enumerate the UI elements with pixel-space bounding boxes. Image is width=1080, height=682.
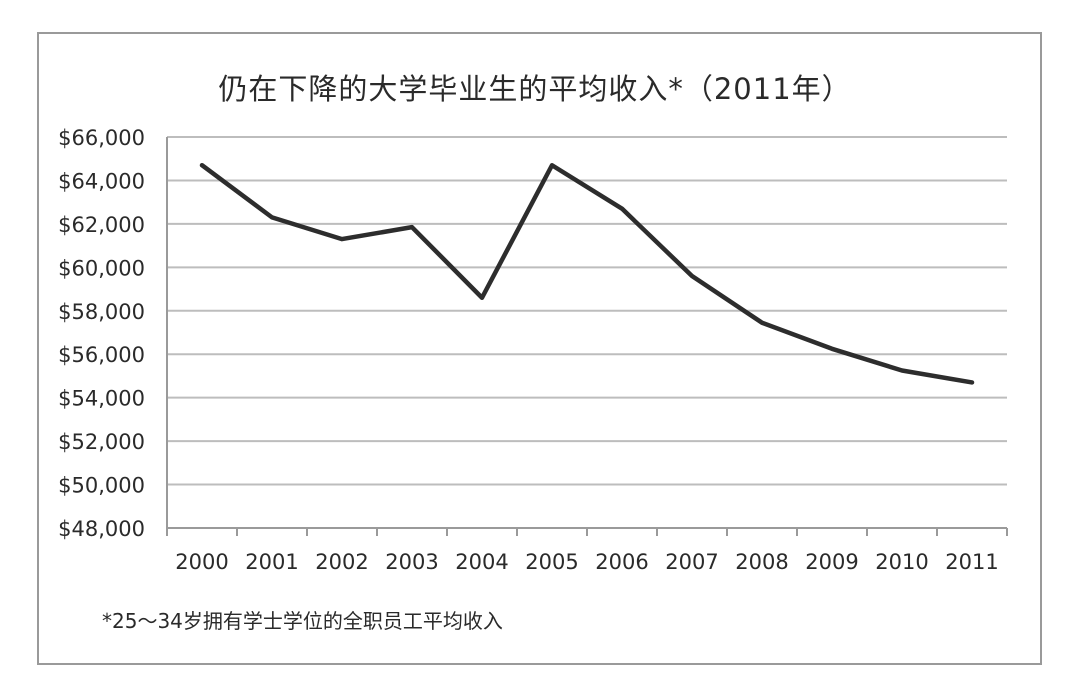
y-tick-label: $60,000 <box>58 256 145 280</box>
x-tick-label: 2009 <box>805 550 858 574</box>
x-tick-label: 2006 <box>595 550 648 574</box>
series-line <box>199 162 975 385</box>
x-tick-label: 2008 <box>735 550 788 574</box>
x-tick-label: 2005 <box>525 550 578 574</box>
y-tick-label: $64,000 <box>58 169 145 193</box>
x-tick-label: 2002 <box>315 550 368 574</box>
y-tick-label: $58,000 <box>58 300 145 324</box>
x-tick-label: 2003 <box>385 550 438 574</box>
chart-title: 仍在下降的大学毕业生的平均收入*（2011年） <box>218 72 851 106</box>
y-tick-label: $50,000 <box>58 474 145 498</box>
y-tick-label: $62,000 <box>58 213 145 237</box>
y-axis-ticks: $48,000 $50,000 $52,000 $54,000 $56,000 $58,0… <box>58 126 145 541</box>
x-tick-label: 2000 <box>175 550 228 574</box>
x-tick-label: 2004 <box>455 550 508 574</box>
x-tick-label: 2007 <box>665 550 718 574</box>
y-tick-label: $48,000 <box>58 517 145 541</box>
y-tick-label: $66,000 <box>58 126 145 150</box>
x-tick-label: 2010 <box>875 550 928 574</box>
y-tick-label: $52,000 <box>58 430 145 454</box>
y-tick-label: $56,000 <box>58 343 145 367</box>
x-tick-label: 2001 <box>245 550 298 574</box>
x-tick-label: 2011 <box>945 550 998 574</box>
y-tick-label: $54,000 <box>58 387 145 411</box>
footnote: *25～34岁拥有学士学位的全职员工平均收入 <box>102 609 503 633</box>
gridlines <box>166 136 1007 529</box>
x-axis-ticks: 2000 2001 2002 2003 2004 2005 2006 2007 2008 2009… <box>166 528 1008 574</box>
series-group <box>199 162 975 385</box>
